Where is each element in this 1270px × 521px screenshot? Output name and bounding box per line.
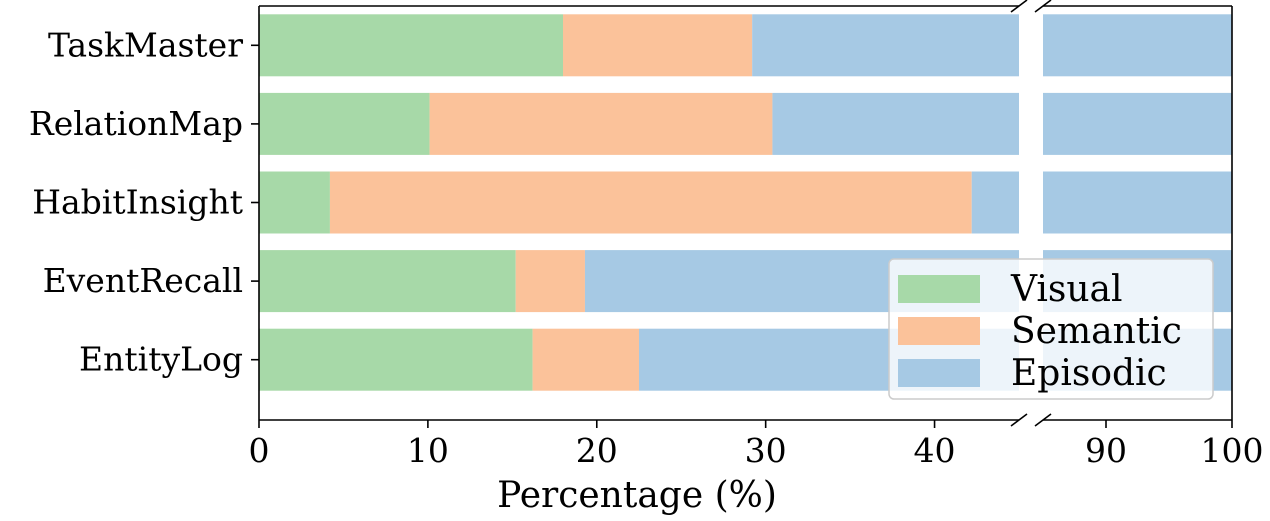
x-tick-label: 0	[249, 431, 270, 470]
x-tick-label: 30	[745, 431, 787, 470]
bar-episodic-taskmaster-right	[1043, 14, 1232, 77]
legend-label-episodic: Episodic	[1011, 353, 1167, 394]
bar-episodic-relationmap	[772, 92, 1019, 155]
legend-label-visual: Visual	[1010, 269, 1123, 310]
bar-episodic-relationmap-right	[1043, 92, 1232, 155]
bar-episodic-habitinsight	[971, 171, 1019, 234]
x-tick-label: 90	[1085, 431, 1127, 470]
bar-semantic-taskmaster	[563, 14, 753, 77]
axes-layer	[258, 0, 1233, 427]
bar-episodic-habitinsight-right	[1043, 171, 1232, 234]
x-tick-label: 10	[407, 431, 449, 470]
bar-visual-entitylog	[259, 328, 533, 391]
category-label: RelationMap	[29, 104, 243, 143]
legend-swatch-semantic	[898, 317, 980, 345]
axis-break-mark	[1010, 0, 1028, 13]
x-axis-title: Percentage (%)	[497, 475, 777, 516]
axis-break-mark	[1010, 413, 1028, 427]
bar-visual-relationmap	[259, 92, 430, 155]
bar-visual-eventrecall	[259, 250, 516, 313]
legend-swatch-episodic	[898, 359, 980, 387]
axis-break-mark	[1034, 0, 1052, 13]
legend-label-semantic: Semantic	[1011, 311, 1182, 352]
ticks-layer: 0 10 20 30 40 90 100	[249, 44, 1264, 470]
category-label: HabitInsight	[32, 183, 243, 222]
x-tick-label: 20	[576, 431, 618, 470]
x-tick-label: 100	[1201, 431, 1264, 470]
category-label: EntityLog	[79, 340, 243, 379]
bar-semantic-eventrecall	[515, 250, 585, 313]
category-label: TaskMaster	[48, 25, 243, 64]
legend-swatch-visual	[898, 275, 980, 303]
axis-break-mark	[1034, 413, 1052, 427]
category-labels: TaskMaster RelationMap HabitInsight EventRe…	[29, 25, 243, 378]
bar-semantic-relationmap	[429, 92, 773, 155]
x-tick-label: 40	[914, 431, 956, 470]
bar-semantic-habitinsight	[329, 171, 972, 234]
category-label: EventRecall	[43, 261, 243, 300]
bar-visual-taskmaster	[259, 14, 563, 77]
bar-semantic-entitylog	[532, 328, 639, 391]
bar-visual-habitinsight	[259, 171, 330, 234]
bar-episodic-taskmaster	[752, 14, 1019, 77]
